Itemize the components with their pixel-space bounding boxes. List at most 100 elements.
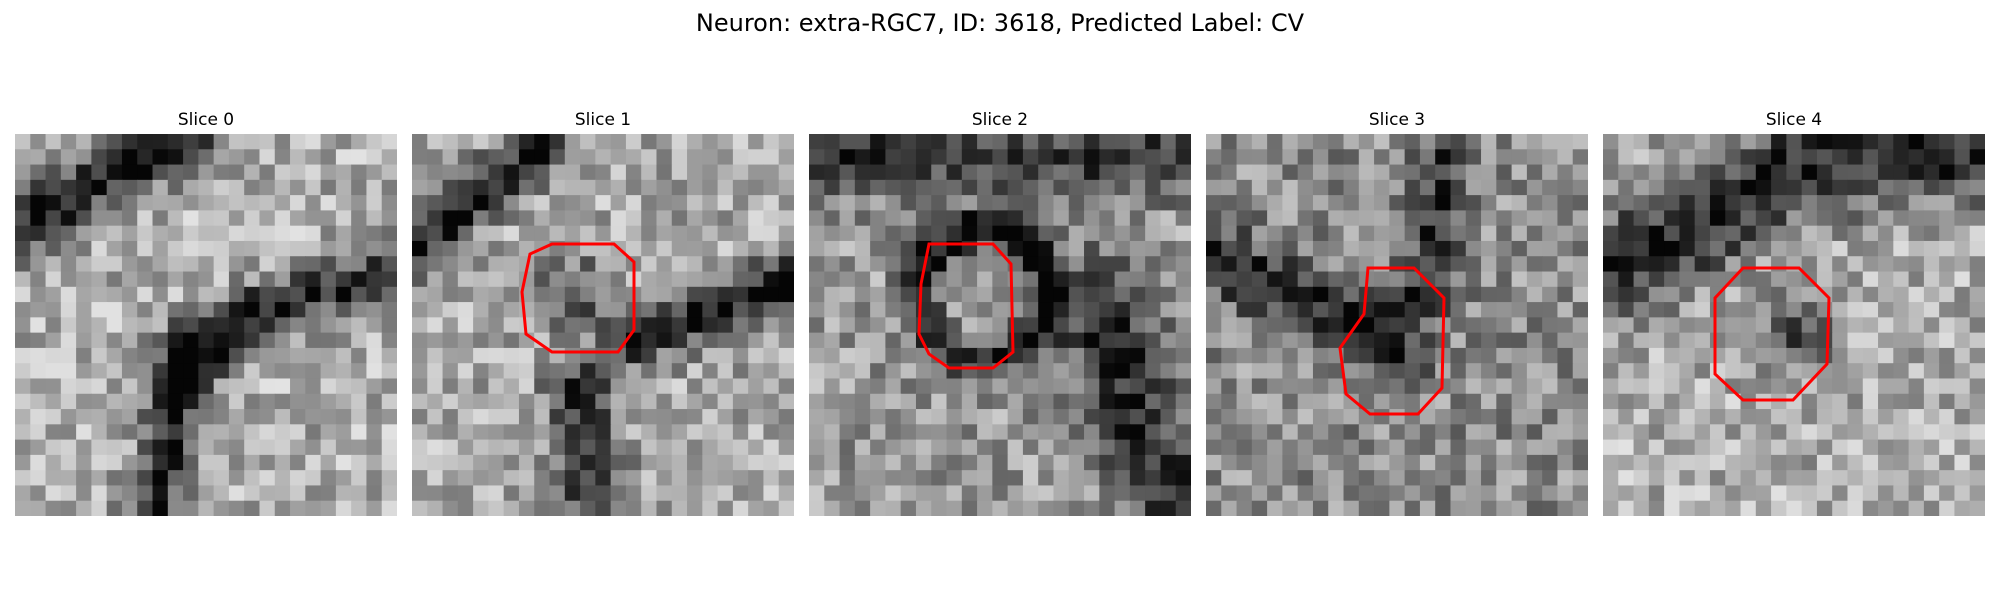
image-pixel [427,134,444,150]
image-pixel [1572,240,1588,257]
image-pixel [60,470,77,487]
image-pixel [1282,500,1299,516]
image-pixel [885,286,902,303]
image-pixel [1648,134,1665,150]
image-pixel [1221,149,1238,166]
image-pixel [763,409,780,425]
image-pixel [748,378,765,395]
image-pixel [717,271,734,288]
image-pixel [427,393,444,410]
image-pixel [1465,393,1482,410]
image-pixel [1572,317,1588,334]
image-pixel [748,302,765,318]
image-pixel [977,271,993,288]
image-pixel [1832,317,1849,334]
image-pixel [717,393,734,410]
image-pixel [1496,179,1513,196]
image-pixel [534,271,551,288]
image-pixel [1435,195,1452,211]
image-pixel [1832,332,1849,349]
image-pixel [488,500,505,516]
image-pixel [625,210,642,227]
image-pixel [946,424,963,441]
image-pixel [152,225,169,242]
image-pixel [870,302,886,318]
image-pixel [1740,134,1757,150]
image-pixel [1145,393,1162,410]
image-pixel [1557,378,1574,395]
image-pixel [137,149,154,166]
image-pixel [1862,210,1879,227]
image-pixel [717,424,734,441]
image-pixel [977,317,993,334]
image-pixel [885,363,902,380]
image-pixel [1771,195,1787,211]
image-pixel [885,470,902,487]
image-pixel [1740,195,1757,211]
image-pixel [992,317,1009,334]
image-pixel [595,332,612,349]
image-pixel [1068,424,1085,441]
image-pixel [1328,409,1345,425]
image-pixel [1358,347,1375,364]
image-pixel [1816,347,1833,364]
image-pixel [1007,454,1024,471]
image-pixel [1053,210,1070,227]
image-pixel [1251,347,1268,364]
image-pixel [1878,424,1894,441]
image-pixel [1526,347,1543,364]
image-pixel [183,424,199,441]
image-pixel [748,210,765,227]
image-pixel [1511,439,1528,456]
image-pixel [534,179,551,196]
image-pixel [534,409,551,425]
image-pixel [274,500,291,516]
image-pixel [1755,347,1772,364]
image-pixel [15,256,31,273]
image-pixel [656,134,673,150]
image-pixel [488,363,505,380]
image-pixel [259,210,276,227]
image-pixel [1297,210,1314,227]
image-pixel [1694,210,1711,227]
image-pixel [885,424,902,441]
image-pixel [1450,134,1467,150]
image-pixel [1954,378,1971,395]
image-pixel [1267,347,1283,364]
image-pixel [1221,470,1238,487]
image-pixel [381,210,397,227]
image-pixel [1084,347,1100,364]
image-pixel [961,271,978,288]
image-pixel [335,454,352,471]
image-pixel [610,424,627,441]
image-pixel [1022,317,1039,334]
image-pixel [381,454,397,471]
image-pixel [625,454,642,471]
image-pixel [183,470,199,487]
image-pixel [244,470,261,487]
image-pixel [1878,500,1894,516]
image-pixel [30,225,47,242]
image-pixel [60,485,77,502]
image-pixel [1893,149,1910,166]
image-pixel [137,317,154,334]
image-pixel [1557,195,1574,211]
image-pixel [442,470,459,487]
image-pixel [1893,378,1910,395]
image-pixel [1878,164,1894,181]
image-pixel [1832,454,1849,471]
image-pixel [1771,149,1787,166]
image-pixel [977,393,993,410]
image-pixel [335,164,352,181]
image-pixel [1847,179,1864,196]
image-pixel [228,347,245,364]
image-pixel [1221,286,1238,303]
image-pixel [1251,393,1268,410]
image-pixel [1603,424,1619,441]
image-pixel [1022,302,1039,318]
image-pixel [641,454,658,471]
image-pixel [412,302,428,318]
image-pixel [427,454,444,471]
image-pixel [1282,317,1299,334]
image-pixel [213,286,230,303]
